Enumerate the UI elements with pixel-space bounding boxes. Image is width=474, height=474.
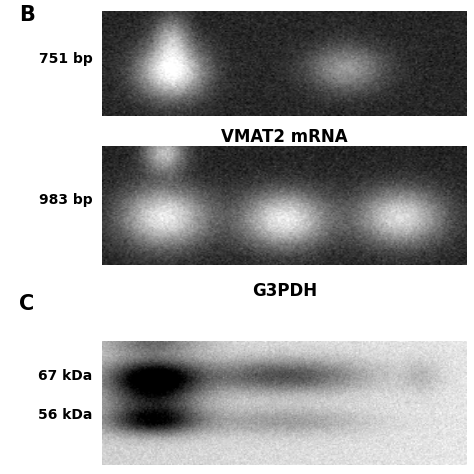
Text: VMAT2 mRNA: VMAT2 mRNA (221, 128, 348, 146)
Text: 67 kDa: 67 kDa (38, 369, 92, 383)
Text: 56 kDa: 56 kDa (38, 408, 92, 422)
Text: C: C (19, 294, 34, 314)
Text: G3PDH: G3PDH (252, 282, 317, 300)
Text: B: B (19, 5, 35, 25)
Text: 983 bp: 983 bp (39, 193, 92, 207)
Text: 751 bp: 751 bp (39, 52, 92, 66)
